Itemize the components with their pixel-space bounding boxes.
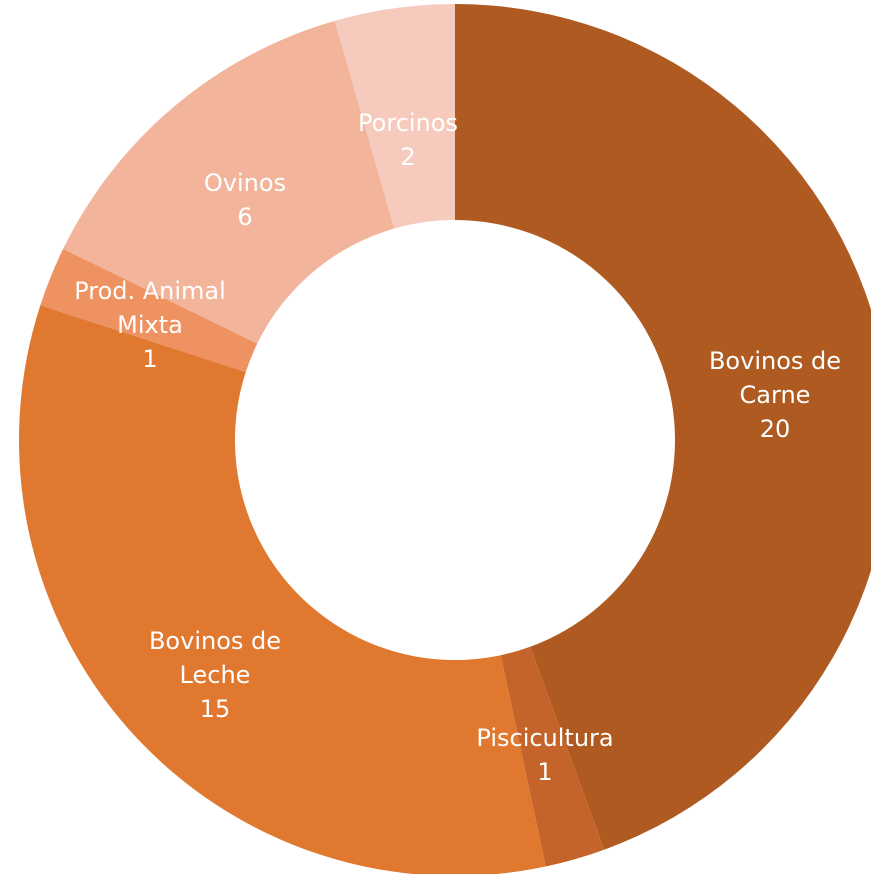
category-label: Bovinos de Carne [708, 347, 842, 409]
data-label: Bovinos de Carne 20 [685, 344, 865, 446]
data-label: Prod. Animal Mixta 1 [60, 274, 240, 376]
data-label: Piscicultura 1 [455, 721, 635, 789]
value-label: 1 [142, 345, 158, 373]
category-label: Porcinos [358, 109, 458, 137]
donut-slice [40, 248, 258, 373]
value-label: 2 [400, 143, 416, 171]
category-label: Bovinos de Leche [148, 627, 282, 689]
data-label: Ovinos 6 [155, 166, 335, 234]
donut-slice [500, 646, 605, 867]
value-label: 20 [759, 415, 791, 443]
value-label: 15 [199, 695, 231, 723]
donut-slice [455, 4, 871, 850]
category-label: Prod. Animal Mixta [74, 277, 226, 339]
data-label: Bovinos de Leche 15 [125, 624, 305, 726]
donut-slice [63, 20, 395, 344]
value-label: 1 [537, 758, 553, 786]
donut-slice [19, 305, 546, 874]
category-label: Piscicultura [476, 724, 614, 752]
donut-slice [334, 4, 455, 229]
data-label: Porcinos 2 [318, 106, 498, 174]
category-label: Ovinos [203, 169, 287, 197]
value-label: 6 [237, 203, 253, 231]
